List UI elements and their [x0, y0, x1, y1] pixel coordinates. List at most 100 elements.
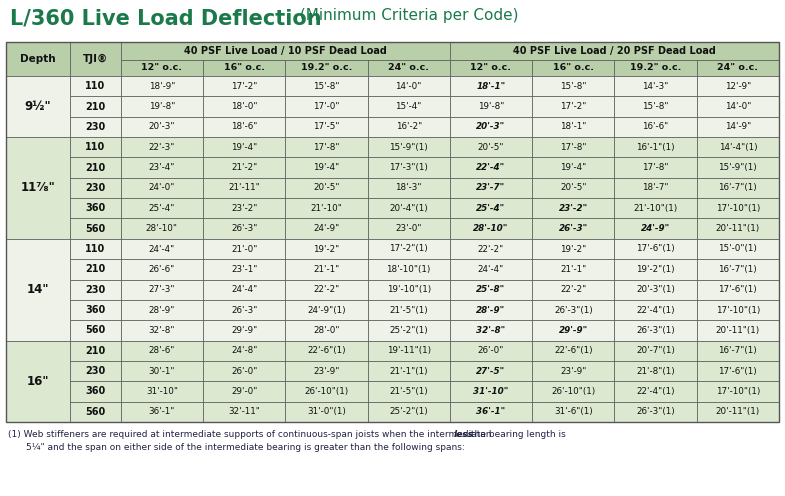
Text: 31'-6"(1): 31'-6"(1)	[554, 407, 593, 416]
Bar	[285, 117, 367, 137]
Text: 18'-9": 18'-9"	[148, 82, 175, 91]
Text: 20'-11"(1): 20'-11"(1)	[716, 326, 760, 335]
Text: 9½": 9½"	[24, 100, 51, 113]
Text: 24" o.c.: 24" o.c.	[389, 63, 429, 72]
Text: 24'-9": 24'-9"	[641, 224, 670, 233]
Text: 26'-3": 26'-3"	[231, 306, 257, 314]
Bar	[450, 157, 532, 178]
Bar	[697, 117, 779, 137]
Text: 5¼" and the span on either side of the intermediate bearing is greater than the : 5¼" and the span on either side of the i…	[26, 443, 465, 452]
Text: 27'-5": 27'-5"	[476, 367, 506, 375]
Bar	[367, 76, 450, 96]
Bar	[70, 402, 121, 422]
Bar	[70, 259, 121, 280]
Text: 26'-3"(1): 26'-3"(1)	[636, 326, 675, 335]
Bar	[450, 117, 532, 137]
Text: 24'-4": 24'-4"	[478, 265, 504, 274]
Bar	[697, 157, 779, 178]
Text: 24'-8": 24'-8"	[231, 346, 257, 355]
Bar	[450, 137, 532, 157]
Text: 19.2" o.c.: 19.2" o.c.	[301, 63, 352, 72]
Text: 25'-8": 25'-8"	[476, 285, 506, 294]
Text: 17'-6"(1): 17'-6"(1)	[718, 285, 758, 294]
Text: 29'-9": 29'-9"	[231, 326, 257, 335]
Text: 26'-0": 26'-0"	[478, 346, 504, 355]
Bar	[203, 198, 285, 218]
Text: 560: 560	[85, 407, 105, 417]
Bar	[367, 218, 450, 239]
Text: 22'-2": 22'-2"	[560, 285, 586, 294]
Text: 21'-5"(1): 21'-5"(1)	[389, 387, 428, 396]
Bar	[121, 198, 203, 218]
Text: 23'-2": 23'-2"	[231, 204, 257, 213]
Text: 24" o.c.: 24" o.c.	[717, 63, 758, 72]
Bar	[367, 381, 450, 402]
Text: 210: 210	[85, 264, 105, 274]
Text: 26'-3"(1): 26'-3"(1)	[636, 407, 675, 416]
Bar	[615, 117, 697, 137]
Bar	[285, 361, 367, 381]
Bar	[203, 178, 285, 198]
Text: 110: 110	[85, 244, 105, 254]
Text: 28'-9": 28'-9"	[148, 306, 175, 314]
Text: 24'-9": 24'-9"	[313, 224, 340, 233]
Bar	[532, 60, 615, 76]
Text: 28'-10": 28'-10"	[473, 224, 509, 233]
Text: 23'-7": 23'-7"	[476, 184, 506, 192]
Bar	[532, 280, 615, 300]
Text: 22'-4"(1): 22'-4"(1)	[637, 306, 675, 314]
Text: 40 PSF Live Load / 10 PSF Dead Load: 40 PSF Live Load / 10 PSF Dead Load	[184, 46, 387, 56]
Bar	[450, 178, 532, 198]
Text: 17'-2"(1): 17'-2"(1)	[389, 245, 428, 253]
Text: 40 PSF Live Load / 20 PSF Dead Load: 40 PSF Live Load / 20 PSF Dead Load	[513, 46, 716, 56]
Text: 29'-0": 29'-0"	[231, 387, 257, 396]
Bar	[203, 157, 285, 178]
Bar	[532, 76, 615, 96]
Text: 16'-2": 16'-2"	[396, 123, 422, 131]
Bar	[615, 96, 697, 117]
Text: 19.2" o.c.: 19.2" o.c.	[630, 63, 681, 72]
Text: 20'-3"(1): 20'-3"(1)	[636, 285, 675, 294]
Text: 26'-10"(1): 26'-10"(1)	[551, 387, 595, 396]
Bar	[285, 320, 367, 341]
Text: 17'-8": 17'-8"	[642, 163, 669, 172]
Text: 110: 110	[85, 142, 105, 152]
Text: TJI®: TJI®	[82, 54, 108, 64]
Bar	[121, 239, 203, 259]
Text: 17'-10"(1): 17'-10"(1)	[716, 387, 760, 396]
Bar	[450, 76, 532, 96]
Text: 18'-1": 18'-1"	[476, 82, 506, 91]
Bar	[203, 218, 285, 239]
Text: 28'-9": 28'-9"	[476, 306, 506, 314]
Text: (1) Web stiffeners are required at intermediate supports of continuous-span jois: (1) Web stiffeners are required at inter…	[8, 430, 568, 439]
Bar	[203, 341, 285, 361]
Bar	[532, 402, 615, 422]
Text: 14'-9": 14'-9"	[725, 123, 751, 131]
Bar	[367, 96, 450, 117]
Text: 23'-9": 23'-9"	[313, 367, 340, 375]
Bar	[203, 361, 285, 381]
Bar	[697, 137, 779, 157]
Text: 210: 210	[85, 346, 105, 356]
Text: 16": 16"	[27, 375, 49, 388]
Bar	[203, 381, 285, 402]
Text: Depth: Depth	[20, 54, 56, 64]
Text: 16'-1"(1): 16'-1"(1)	[637, 143, 675, 152]
Bar	[450, 300, 532, 320]
Text: 23'-9": 23'-9"	[560, 367, 586, 375]
Text: 28'-0": 28'-0"	[313, 326, 340, 335]
Text: 230: 230	[85, 183, 105, 193]
Bar	[285, 341, 367, 361]
Bar	[70, 198, 121, 218]
Bar	[532, 96, 615, 117]
Bar	[615, 218, 697, 239]
Text: 29'-9": 29'-9"	[559, 326, 588, 335]
Bar	[6, 137, 70, 239]
Bar	[6, 239, 70, 341]
Bar	[450, 239, 532, 259]
Bar	[615, 280, 697, 300]
Bar	[450, 341, 532, 361]
Text: 19'-4": 19'-4"	[231, 143, 257, 152]
Bar	[615, 320, 697, 341]
Text: 14'-0": 14'-0"	[725, 102, 751, 111]
